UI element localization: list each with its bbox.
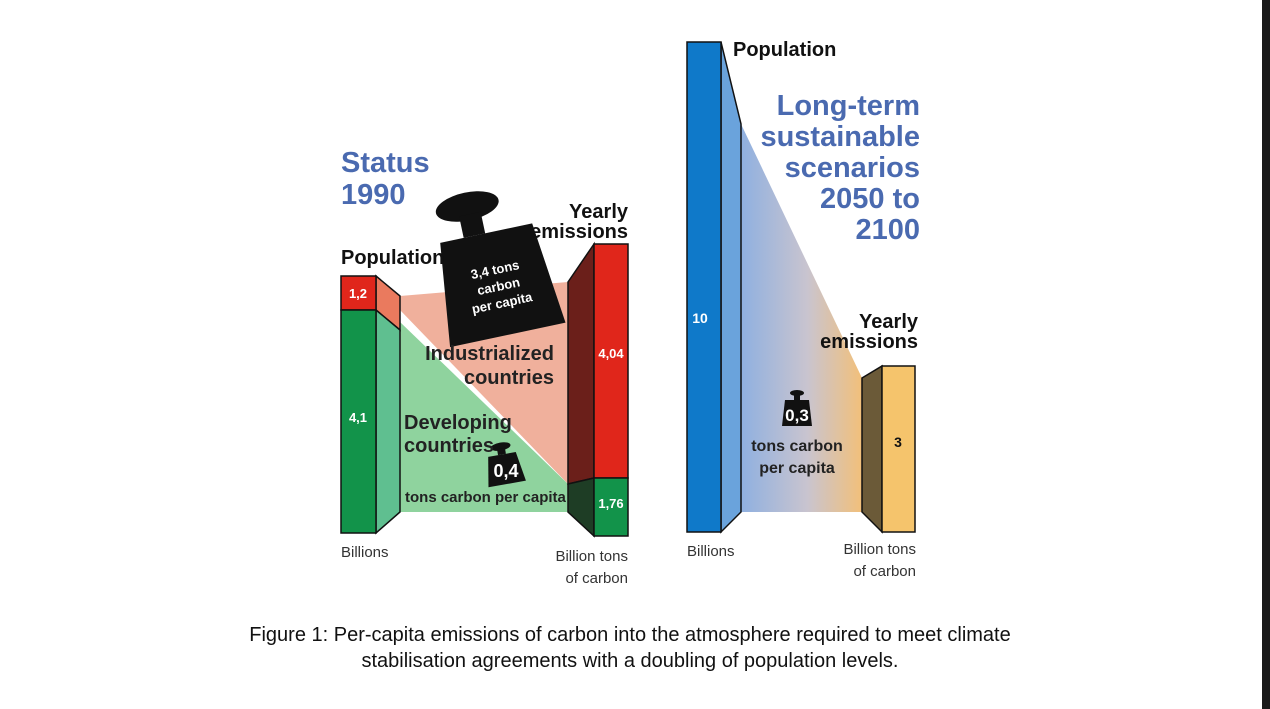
industrialized-label-2: countries [464,367,554,389]
right-title-line-1: Long-term [777,90,920,122]
large-weight-icon: 3,4 tons carbon per capita [435,191,566,348]
emis-bar [881,365,916,533]
emis-industrial-value: 4,04 [598,346,624,361]
right-weight-caption-1: tons carbon [751,438,843,455]
right-emis-unit-2: of carbon [853,563,916,580]
right-weight-value: 0,3 [785,406,809,425]
figure-diagram: 3,4 tons carbon per capita 0,4 Status 19… [340,39,920,587]
pop-bar [686,41,722,533]
right-title-line-2: sustainable [760,121,920,153]
pop-developing-value: 4,1 [349,410,367,425]
left-title-line-2: 1990 [341,179,406,211]
right-emissions-label-1: Yearly [859,311,919,333]
pop-developing-bar [340,309,377,534]
left-emissions-label-2: emissions [530,221,628,243]
developing-label-1: Developing [404,412,512,434]
right-emissions-label-2: emissions [820,331,918,353]
pop-industrial-bar [340,275,377,311]
caption-line-2: stabilisation agreements with a doubling… [361,650,899,672]
emis-developing-bar [593,477,629,537]
scenario-flow [741,124,862,512]
emis-developing-value: 1,76 [598,496,623,511]
right-title-line-3: scenarios [785,152,920,184]
right-weight-icon [782,390,812,426]
right-emis-unit-1: Billion tons [843,541,916,558]
window-edge [1262,0,1270,709]
right-emis-value: 3 [894,434,902,450]
caption-line-1: Figure 1: Per-capita emissions of carbon… [249,624,1011,646]
left-pop-unit: Billions [341,544,389,561]
pop-bar-side [720,41,742,534]
right-title-line-4: 2050 to [820,183,920,215]
emis-developing-side [567,477,595,538]
right-population-label: Population [733,39,836,61]
developing-flow [400,322,568,512]
pop-developing-side [375,308,401,535]
right-pop-value: 10 [692,310,708,326]
small-weight-icon [488,442,526,488]
left-emis-unit-2: of carbon [565,570,628,587]
small-weight-value: 0,4 [493,461,518,481]
emis-industrial-bar [593,243,629,479]
emis-industrial-side [567,241,595,485]
left-emissions-label-1: Yearly [569,201,629,223]
left-title-line-1: Status [341,147,430,179]
left-population-label: Population [341,247,444,269]
small-weight-caption: tons carbon per capita [405,489,567,506]
right-pop-unit: Billions [687,543,735,560]
emis-bar-side [861,364,883,534]
pop-industrial-value: 1,2 [349,286,367,301]
industrialized-flow [400,282,568,484]
industrialized-label-1: Industrialized [425,343,554,365]
developing-label-2: countries [404,435,494,457]
figure-caption: Figure 1: Per-capita emissions of carbon… [150,622,1110,674]
left-emis-unit-1: Billion tons [555,548,628,565]
right-title-line-5: 2100 [855,214,920,246]
right-weight-caption-2: per capita [759,460,835,477]
